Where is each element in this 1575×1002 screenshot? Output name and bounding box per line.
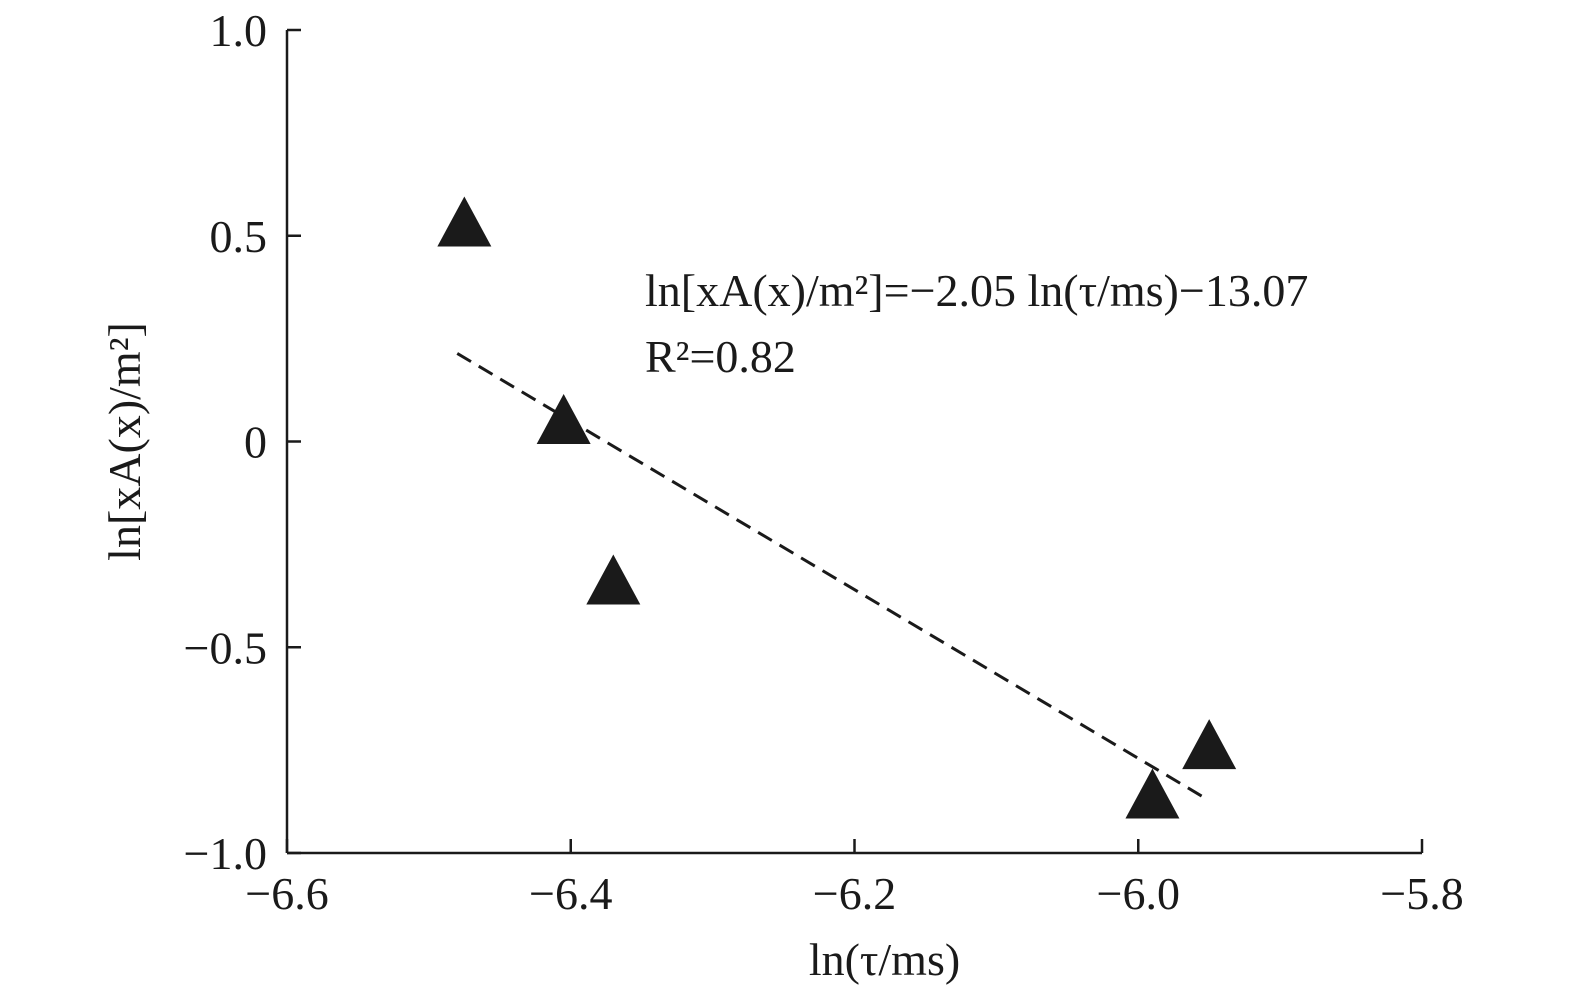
y-axis-label: ln[xA(x)/m²] (99, 322, 150, 561)
fit-layer (456, 352, 1210, 802)
data-point (1125, 768, 1180, 819)
y-tick-label: 0 (244, 417, 267, 468)
fit-equation-label: ln[xA(x)/m²]=−2.05 ln(τ/ms)−13.07 (645, 265, 1308, 316)
data-point (536, 394, 591, 445)
axes: −1.0 −0.5 0 0.5 1.0 −6.6 −6.4 −6.2 −6.0 −5.8 (184, 5, 1464, 919)
x-tick-label: −6.2 (813, 868, 896, 919)
x-tick-label: −6.4 (529, 868, 612, 919)
data-point (586, 554, 641, 605)
y-tick-label: −1.0 (184, 828, 267, 879)
y-tick-label: 0.5 (210, 211, 268, 262)
x-tick-label: −6.0 (1097, 868, 1180, 919)
fit-r2-label: R²=0.82 (645, 331, 796, 382)
x-tick-label: −6.6 (245, 868, 328, 919)
y-tick-label: 1.0 (210, 5, 268, 56)
labels-layer: ln(τ/ms) ln[xA(x)/m²] ln[xA(x)/m²]=−2.05… (99, 265, 1308, 985)
x-axis-label: ln(τ/ms) (809, 934, 960, 985)
data-point (437, 196, 492, 247)
x-tick-label: −5.8 (1380, 868, 1463, 919)
fit-line (456, 352, 1210, 802)
y-tick-label: −0.5 (184, 622, 267, 673)
data-point (1182, 719, 1237, 770)
points-layer (437, 196, 1237, 819)
